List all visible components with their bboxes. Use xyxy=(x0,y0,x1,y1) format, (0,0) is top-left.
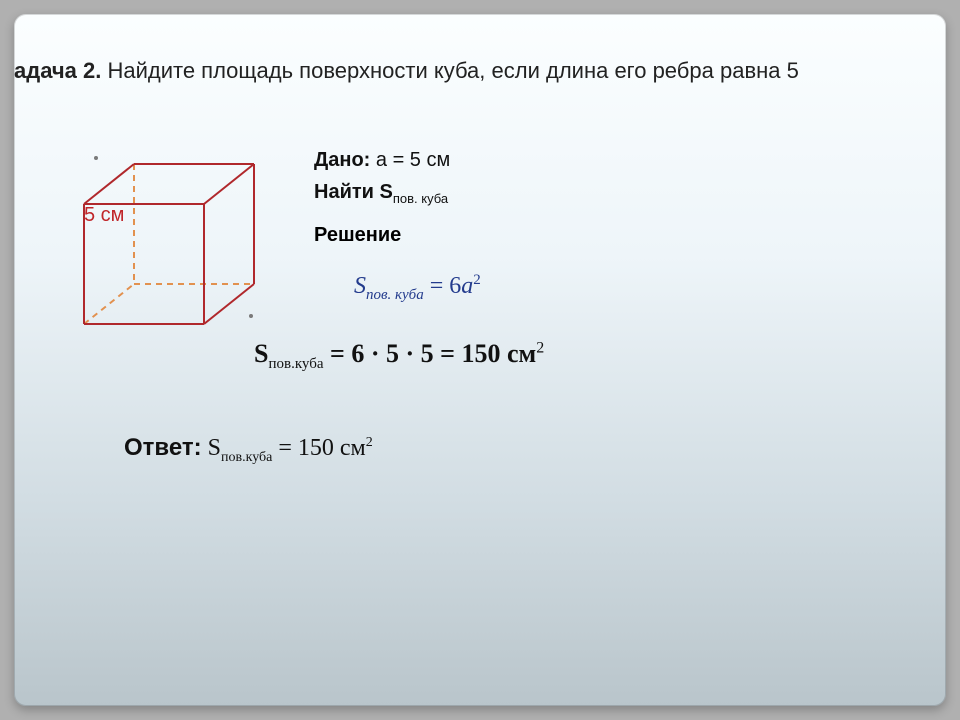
answer-label: Ответ: xyxy=(124,434,202,461)
edge-length-label: 5 см xyxy=(84,204,124,227)
dano-label: Дано: xyxy=(314,149,370,171)
find-symbol: S xyxy=(380,181,393,203)
calculation-line: Sпов.куба = 6 · 5 · 5 = 150 см2 xyxy=(254,339,544,373)
surface-area-formula: Sпов. куба = 6a2 xyxy=(354,272,481,304)
calc-S: S xyxy=(254,339,268,368)
find-subscript: пов. куба xyxy=(393,191,448,206)
answer-eq: = 150 см xyxy=(272,435,365,461)
decorative-dot xyxy=(94,156,98,160)
answer-S: S xyxy=(202,435,221,461)
find-label: Найти xyxy=(314,181,380,203)
given-block: Дано: a = 5 см Найти Sпов. куба xyxy=(314,144,450,210)
title-prefix: адача 2. xyxy=(14,58,101,83)
calc-subscript: пов.куба xyxy=(268,356,323,372)
problem-title: адача 2. Найдите площадь поверхности куб… xyxy=(14,58,946,84)
calc-exponent: 2 xyxy=(536,339,544,356)
calc-body: = 6 · 5 · 5 = xyxy=(324,339,462,368)
answer-exponent: 2 xyxy=(366,435,373,450)
cube-svg xyxy=(74,154,274,334)
decorative-dot xyxy=(249,314,253,318)
solution-heading: Решение xyxy=(314,224,401,247)
calc-result: 150 см xyxy=(461,339,536,368)
title-text: Найдите площадь поверхности куба, если д… xyxy=(101,58,799,83)
dano-value: a = 5 см xyxy=(370,149,450,171)
cube-diagram xyxy=(74,154,284,374)
slide: адача 2. Найдите площадь поверхности куб… xyxy=(14,14,946,706)
formula-eq: = 6 xyxy=(424,273,462,299)
formula-exponent: 2 xyxy=(473,272,481,288)
given-line: Дано: a = 5 см xyxy=(314,144,450,176)
slide-container: адача 2. Найдите площадь поверхности куб… xyxy=(0,0,960,720)
answer-subscript: пов.куба xyxy=(221,450,272,465)
find-line: Найти Sпов. куба xyxy=(314,176,450,210)
formula-S: S xyxy=(354,273,366,299)
answer-line: Ответ: Sпов.куба = 150 см2 xyxy=(124,434,373,466)
formula-subscript: пов. куба xyxy=(366,287,424,303)
formula-var: a xyxy=(461,273,473,299)
